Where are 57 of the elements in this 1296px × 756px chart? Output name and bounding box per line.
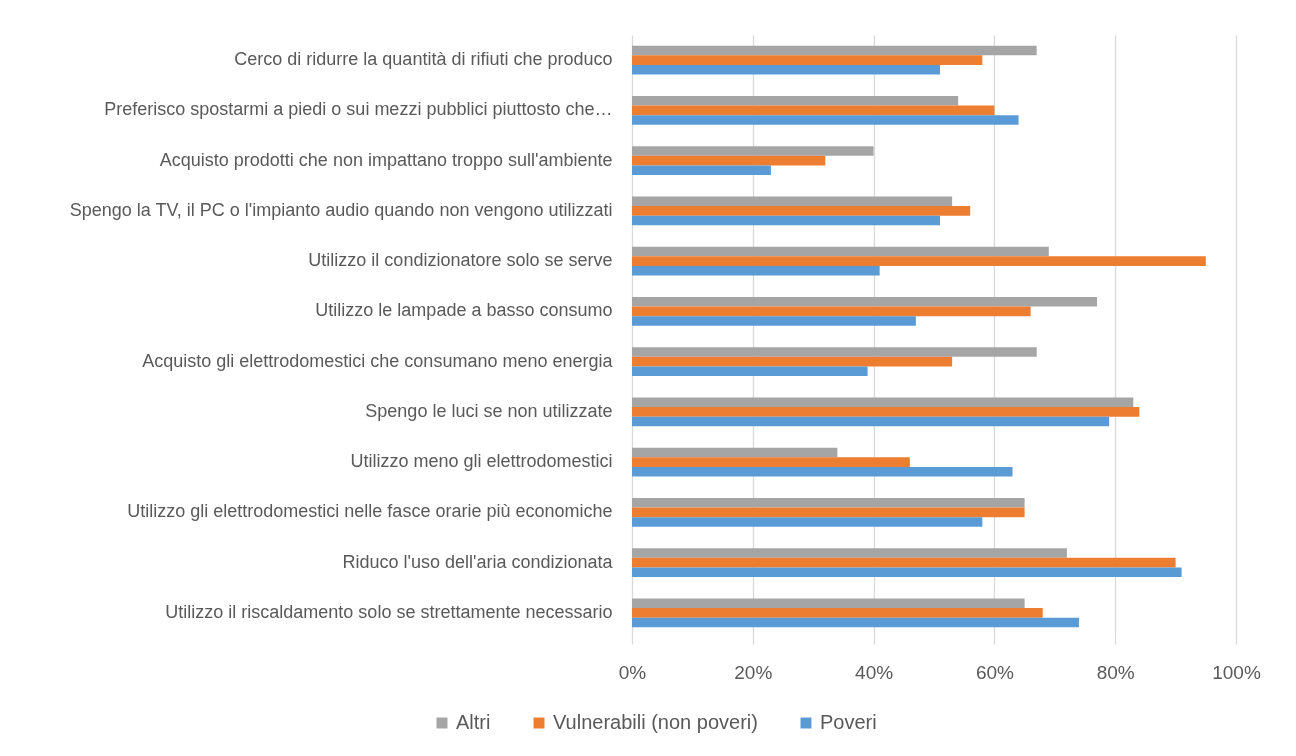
x-tick-label: 20% [734,661,773,683]
x-tick-label: 0% [618,661,647,683]
bar [632,366,868,376]
y-tick-label: Utilizzo meno gli elettrodomestici [350,451,613,472]
bar [632,617,1079,628]
bar [632,146,874,156]
bar [632,256,1206,266]
bar [632,598,1025,609]
y-tick-label: Utilizzo il riscaldamento solo se strettamente necessario [165,601,613,622]
x-tick-label: 40% [855,661,894,683]
bar [632,507,1025,518]
y-tick-label: Preferisco spostarmi a piedi o sui mezzi pubblici piuttosto che… [104,99,613,120]
bar [632,297,1098,307]
bar [632,215,941,226]
bar [632,608,1043,618]
bar [632,64,941,75]
legend-label: Vulnerabili (non poveri) [553,711,758,733]
bar [632,397,1134,408]
y-tick-label: Spengo le luci se non utilizzate [365,400,613,421]
bar [632,517,983,527]
bar [632,246,1049,257]
legend-label: Altri [456,711,491,733]
bar [632,55,983,65]
legend-label: Poveri [820,711,877,733]
bar [632,105,995,116]
y-tick-label: Cerco di ridurre la quantità di rifiuti che produco [234,49,613,70]
y-tick-label: Acquisto gli elettrodomestici che consumano meno energia [142,350,614,371]
bar [632,45,1037,56]
y-tick-label: Spengo la TV, il PC o l'impianto audio quando non vengono utilizzati [69,199,613,220]
bar [632,265,880,276]
bar [632,466,1013,477]
bar [632,356,953,367]
bar [632,407,1140,417]
bar [632,206,971,216]
bar [632,96,959,106]
y-tick-label: Utilizzo gli elettrodomestici nelle fasce orarie più economiche [127,501,613,522]
bar [632,548,1067,558]
y-tick-label: Riduco l'uso dell'aria condizionata [342,551,614,572]
bar [632,557,1176,568]
bar [632,316,916,326]
x-tick-label: 60% [975,661,1015,683]
y-tick-label: Utilizzo le lampade a basso consumo [315,300,613,321]
bar [632,115,1019,125]
bar [632,196,953,207]
bar [632,457,910,467]
bar [632,165,771,175]
bar [632,447,838,458]
bar [632,416,1110,427]
bar [632,347,1037,357]
y-tick-label: Utilizzo il condizionatore solo se serve [308,250,613,271]
bar [632,306,1031,317]
x-tick-label: 100% [1212,661,1261,683]
bar [632,567,1182,577]
y-tick-label: Acquisto prodotti che non impattano troppo sull'ambiente [159,149,613,170]
bar [632,155,826,166]
x-tick-label: 80% [1096,661,1135,683]
bar [632,498,1025,508]
